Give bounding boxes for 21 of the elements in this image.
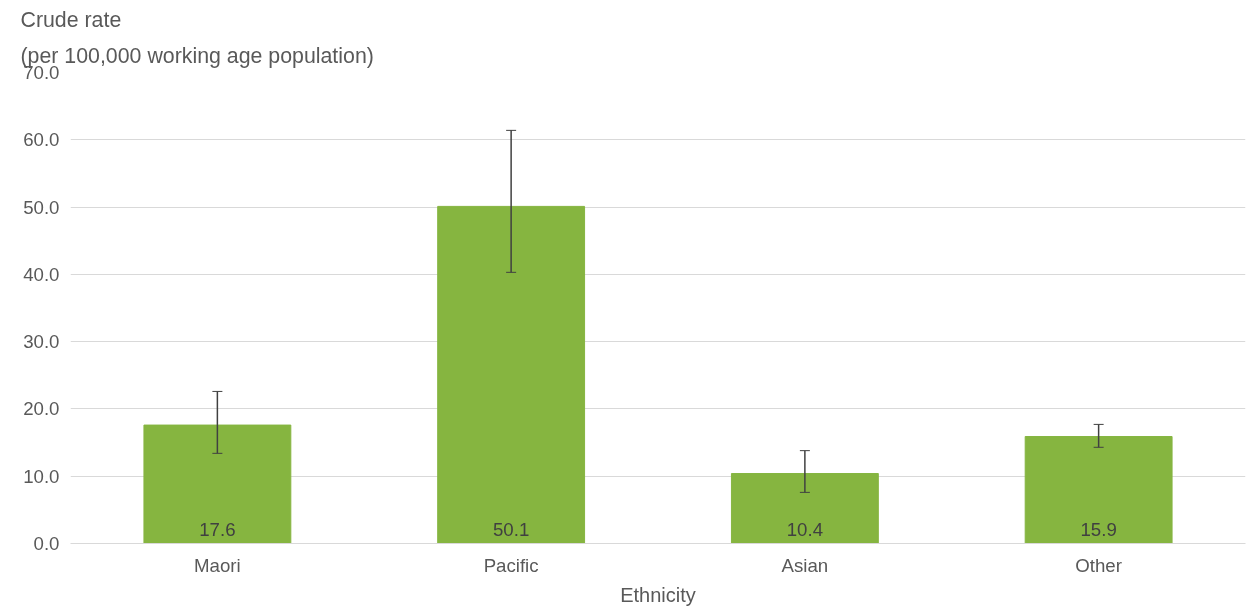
bar [730,473,879,544]
y-tick-label: 50.0 [23,196,60,218]
data-label: 10.4 [786,518,824,540]
y-axis-title: Crude rate (per 100,000 working age population) [20,7,374,68]
y-tick-label: 60.0 [23,129,60,151]
x-tick-label: Pacific [483,554,539,576]
y-tick-label: 0.0 [33,533,60,554]
data-label: 15.9 [1080,518,1117,540]
data-label: 17.6 [199,518,236,540]
x-tick-label: Other [1075,554,1122,576]
y-tick-label: 20.0 [23,398,60,420]
x-tick-label: Asian [781,554,829,576]
bar [437,205,586,544]
bar [143,424,292,544]
x-axis-title: Ethnicity [620,583,696,606]
y-tick-label: 40.0 [23,263,60,285]
y-tick-label: 30.0 [23,331,60,353]
x-tick-label: Maori [194,554,241,576]
data-label: 50.1 [492,518,530,540]
y-tick-label: 10.0 [23,465,60,487]
bar [1024,436,1173,544]
